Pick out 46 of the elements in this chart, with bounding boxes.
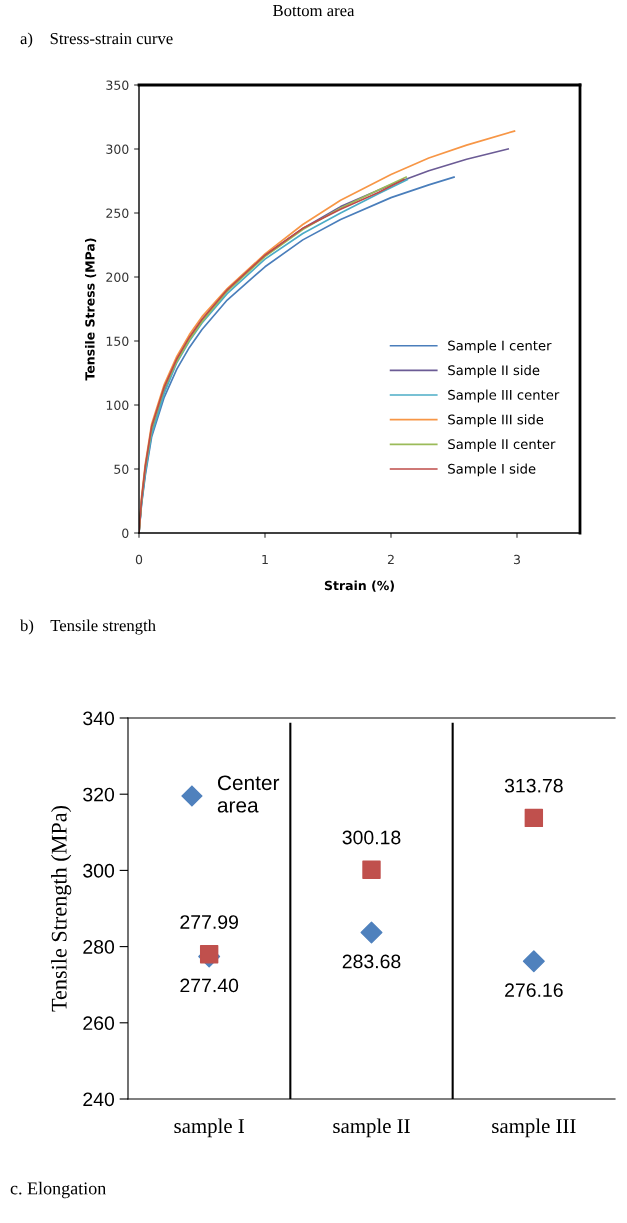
y-tick-label: 350 — [106, 80, 129, 90]
y-tick-label: 300 — [83, 863, 115, 878]
y-tick-label: 150 — [106, 336, 129, 346]
legend-label: Sample III side — [448, 414, 544, 428]
x-tick-label: sample III — [492, 1118, 576, 1138]
x-tick-label: sample II — [333, 1118, 410, 1138]
data-label: 313.78 — [504, 778, 563, 793]
y-tick-label: 240 — [83, 1092, 115, 1107]
y-axis-title: Tensile Strength (MPa) — [51, 805, 72, 1012]
y-tick-label: 260 — [83, 1016, 115, 1031]
y-tick-label: 100 — [106, 400, 129, 410]
legend-label: Sample III center — [448, 389, 560, 403]
x-tick-label: 0 — [135, 554, 143, 565]
x-axis-title: Strain (%) — [324, 580, 394, 592]
point — [360, 921, 383, 944]
y-tick-label: 320 — [83, 787, 115, 802]
point — [362, 860, 381, 879]
data-label: 276.16 — [505, 983, 563, 998]
legend-label: Sample II center — [448, 438, 556, 452]
data-label: 300.18 — [342, 830, 401, 845]
data-label: 283.68 — [342, 954, 401, 969]
y-tick-label: 0 — [122, 528, 129, 538]
point — [199, 945, 219, 964]
x-tick-label: 3 — [513, 554, 520, 565]
y-tick-label: 280 — [83, 940, 115, 954]
x-tick-label: 2 — [387, 554, 394, 565]
point — [522, 950, 545, 973]
y-tick-label: 340 — [83, 711, 115, 726]
data-label: 277.40 — [180, 978, 239, 993]
legend-label: Sample I center — [448, 340, 552, 354]
chart-subtitle: a) Stress-strain curve — [20, 32, 173, 48]
y-tick-label: 50 — [114, 464, 129, 474]
y-axis-title: Tensile Stress (MPa) — [84, 238, 97, 381]
chart-title: Bottom area — [273, 5, 355, 17]
text: c. Elongation — [10, 1181, 106, 1199]
y-tick-label: 300 — [106, 144, 129, 154]
x-tick-label: 1 — [262, 554, 268, 565]
data-label: 277.99 — [180, 915, 238, 929]
legend-label: Sample II side — [448, 364, 540, 378]
x-tick-label: sample I — [174, 1118, 245, 1138]
point — [524, 808, 544, 828]
y-tick-label: 200 — [106, 272, 129, 282]
chart-title: b) Tensile strength — [20, 619, 156, 635]
legend-label: Sample I side — [448, 463, 536, 477]
y-tick-label: 250 — [106, 208, 129, 218]
legend-label: Center area — [217, 775, 280, 813]
